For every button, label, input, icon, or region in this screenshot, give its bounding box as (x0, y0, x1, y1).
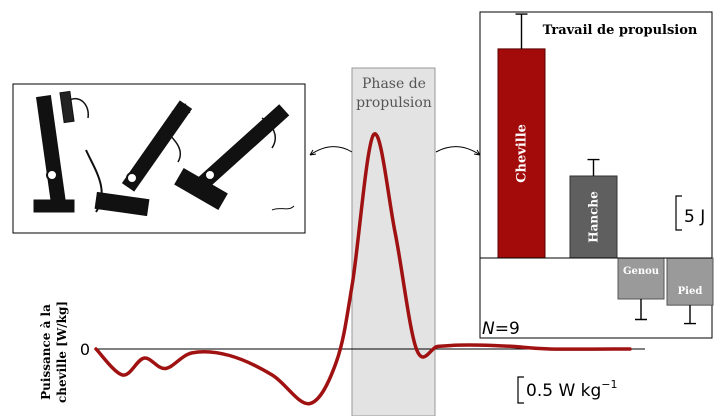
sample-size-label: N=9 (482, 319, 520, 339)
ankle-power-curve (94, 132, 632, 406)
propulsion-phase-band (351, 67, 436, 416)
bar-hanche (569, 175, 618, 259)
bar-label-cheville: Cheville (515, 124, 530, 183)
phase-label-line2: propulsion (356, 95, 432, 111)
power-ylabel-line1: Puissance à la (39, 304, 53, 400)
error-bar-genou (635, 299, 647, 321)
bar-genou (617, 257, 665, 300)
error-bar-hanche (587, 158, 600, 176)
bar-label-hanche: Hanche (587, 191, 601, 243)
power-scale-label: 0.5 W kg−1 (526, 378, 618, 401)
error-bar-cheville (515, 13, 528, 49)
phase-label-line1: Phase de (362, 76, 426, 92)
bar-label-pied: Pied (678, 286, 703, 297)
walking-leg-illustration (33, 90, 295, 217)
arrow-to-illustration (309, 146, 353, 156)
power-scale-marker (517, 376, 524, 404)
bar-cheville (497, 48, 546, 259)
bar-scale-label: 5 J (684, 207, 705, 227)
arrow-to-bar-panel (435, 146, 481, 156)
bar-chart-title: Travail de propulsion (543, 23, 698, 38)
power-ylabel-line2: cheville [W/kg] (55, 301, 69, 403)
bar-pied (666, 257, 714, 306)
bar-scale-marker (675, 195, 682, 231)
zero-tick-label: 0 (80, 340, 90, 359)
error-bar-pied (684, 305, 696, 325)
bar-label-genou: Genou (623, 266, 659, 277)
